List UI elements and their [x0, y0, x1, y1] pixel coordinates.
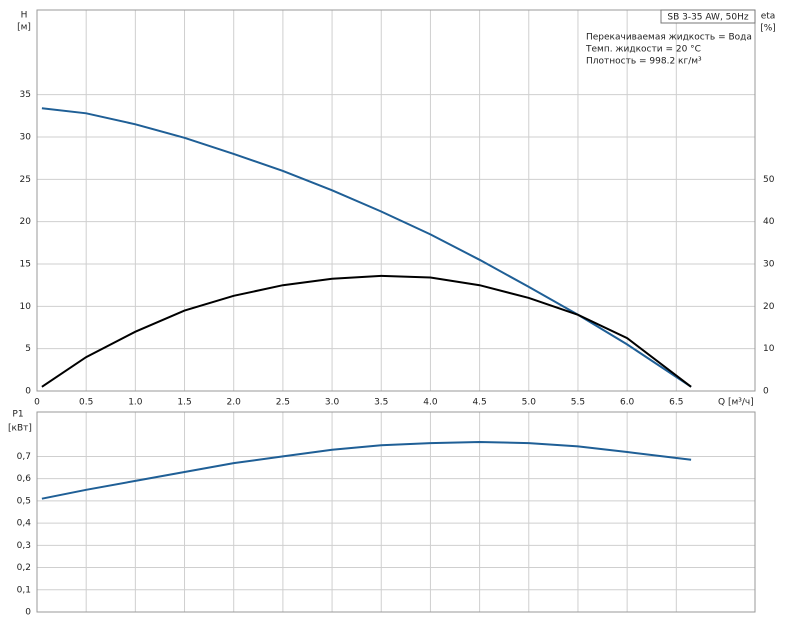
x-tick-label: 5.5	[571, 398, 585, 408]
y-label: P1	[12, 410, 23, 420]
x-label: Q [м³/ч]	[718, 398, 754, 408]
curve	[41, 107, 692, 388]
x-tick-label: 4.0	[423, 398, 438, 408]
note: Перекачиваемая жидкость = Вода	[586, 33, 752, 43]
note: Плотность = 998.2 кг/м³	[586, 57, 702, 67]
y-unit: [м]	[17, 23, 31, 33]
top-frame	[36, 9, 756, 392]
y-tick-label: 0,2	[17, 563, 31, 573]
x-tick-label: 0.5	[79, 398, 93, 408]
y-tick-label: 0	[25, 387, 31, 397]
y-tick-label: 10	[20, 302, 32, 312]
curve	[41, 440, 692, 500]
x-tick-label: 6.5	[669, 398, 683, 408]
y2-label: eta	[761, 12, 776, 22]
x-tick-label: 2.5	[276, 398, 290, 408]
model-box	[660, 9, 756, 24]
x-tick-label: 2.0	[227, 398, 242, 408]
y-tick-label: 0,6	[17, 474, 32, 484]
y-tick-label: 0,3	[17, 541, 31, 551]
y-tick-label: 0,1	[17, 585, 31, 595]
x-tick-label: 6.0	[620, 398, 635, 408]
y2-tick-label: 20	[763, 302, 775, 312]
x-tick-label: 5.0	[522, 398, 537, 408]
y-tick-label: 15	[20, 260, 31, 270]
y2-tick-label: 10	[763, 344, 775, 354]
y-tick-label: 25	[20, 175, 31, 185]
x-tick-label: 1.5	[177, 398, 191, 408]
y-tick-label: 30	[20, 133, 32, 143]
y2-tick-label: 30	[763, 260, 775, 270]
y2-tick-label: 50	[763, 175, 775, 185]
model: SB 3-35 AW, 50Hz	[667, 13, 749, 23]
bottom-frame	[36, 411, 756, 613]
y-tick-label: 0,5	[17, 496, 31, 506]
y-tick-label: 5	[25, 344, 31, 354]
y-tick-label: 20	[20, 217, 32, 227]
x-tick-label: 3.0	[325, 398, 340, 408]
y-tick-label: 0	[25, 608, 31, 618]
x-tick-label: 0	[34, 398, 40, 408]
x-tick-label: 1.0	[128, 398, 143, 408]
y2-tick-label: 40	[763, 217, 775, 227]
x-tick-label: 4.5	[472, 398, 486, 408]
curve	[41, 274, 692, 388]
y-tick-label: 0,7	[17, 452, 31, 462]
x-tick-label: 3.5	[374, 398, 388, 408]
y-label: H	[21, 11, 28, 21]
note: Темп. жидкости = 20 °C	[585, 45, 701, 55]
y-tick-label: 0,4	[17, 519, 32, 529]
y-unit: [кВт]	[8, 424, 32, 434]
y-tick-label: 35	[20, 90, 31, 100]
y2-tick-label: 0	[763, 387, 769, 397]
y2-unit: [%]	[760, 24, 776, 34]
